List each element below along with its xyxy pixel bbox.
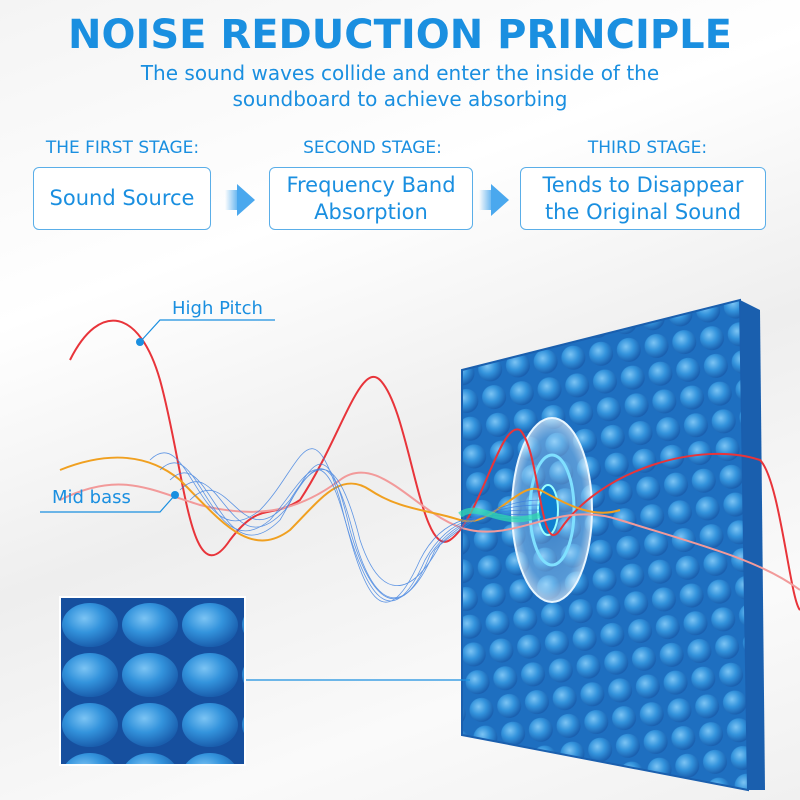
stage-1-text: Sound Source <box>49 186 195 210</box>
stage-3-label: THIRD STAGE: <box>587 138 708 158</box>
stage-3-text: Tends to Disappear <box>542 172 744 197</box>
stage-3-box: Tends to Disappear the Original Sound <box>520 167 766 230</box>
arrow-icon <box>237 184 255 216</box>
arrow-icon <box>491 184 509 216</box>
callout-dot <box>136 338 144 346</box>
mid-bass-wave <box>59 456 621 542</box>
stage-1-box: Sound Source <box>33 167 211 230</box>
high-pitch-label: High Pitch <box>172 298 263 319</box>
stage-2-text: Absorption <box>314 199 428 224</box>
foam-closeup-inset <box>60 597 245 765</box>
foam-panel <box>461 298 750 792</box>
subtitle: The sound waves collide and enter the in… <box>0 60 800 112</box>
arrow-icon <box>225 190 237 210</box>
stage-1-label: THE FIRST STAGE: <box>45 138 200 158</box>
callout-dot <box>171 491 179 499</box>
stage-2-label: SECOND STAGE: <box>303 138 442 158</box>
subtitle-line: The sound waves collide and enter the in… <box>140 61 660 85</box>
subtitle-line: soundboard to achieve absorbing <box>232 87 568 111</box>
mid-bass-label: Mid bass <box>52 487 131 508</box>
stage-2-box: Frequency Band Absorption <box>269 167 473 230</box>
mesh-wave <box>149 448 541 603</box>
high-pitch-wave <box>69 319 800 611</box>
stage-3-text: the Original Sound <box>544 199 742 224</box>
stage-2-text: Frequency Band <box>286 172 456 197</box>
page-title: NOISE REDUCTION PRINCIPLE <box>67 12 732 58</box>
high-pitch-callout-line <box>139 319 275 343</box>
arrow-icon <box>479 190 491 210</box>
mid-bass-callout-line <box>40 494 176 513</box>
